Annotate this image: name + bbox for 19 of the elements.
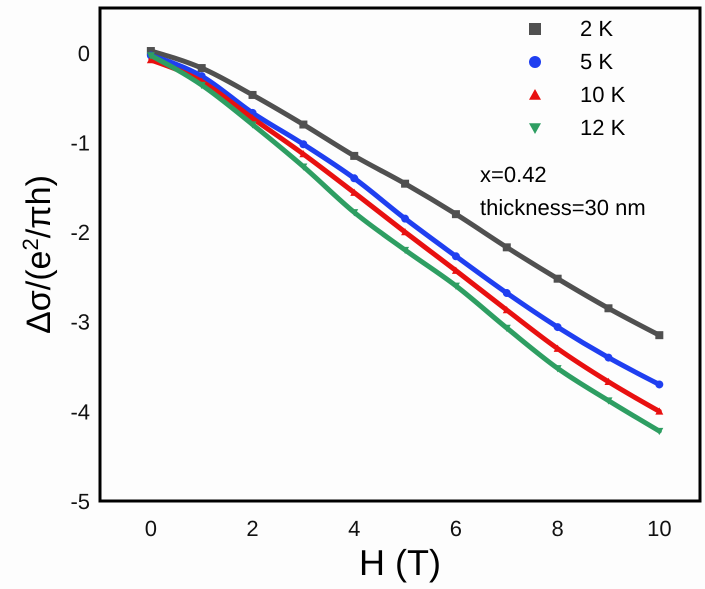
legend-label: 2 K — [580, 16, 614, 41]
x-tick-label: 8 — [552, 516, 564, 541]
x-tick-label: 6 — [450, 516, 462, 541]
x-axis-title: H (T) — [359, 542, 441, 583]
legend-label: 5 K — [580, 49, 614, 74]
y-tick-label: -4 — [70, 399, 90, 424]
y-tick-label: -3 — [70, 310, 90, 335]
y-tick-label: -5 — [70, 489, 90, 514]
x-tick-label: 4 — [348, 516, 360, 541]
legend-label: 10 K — [580, 82, 626, 107]
y-tick-label: 0 — [78, 40, 90, 66]
y-tick-label: -2 — [70, 220, 90, 246]
y-tick-label: -1 — [70, 130, 90, 156]
legend-label: 12 K — [580, 115, 626, 140]
x-tick-label: 2 — [246, 516, 259, 541]
annotation: thickness=30 nm — [480, 195, 646, 220]
x-tick-label: 10 — [647, 516, 672, 541]
x-tick-label: 0 — [144, 516, 157, 541]
annotation: x=0.42 — [480, 162, 547, 187]
